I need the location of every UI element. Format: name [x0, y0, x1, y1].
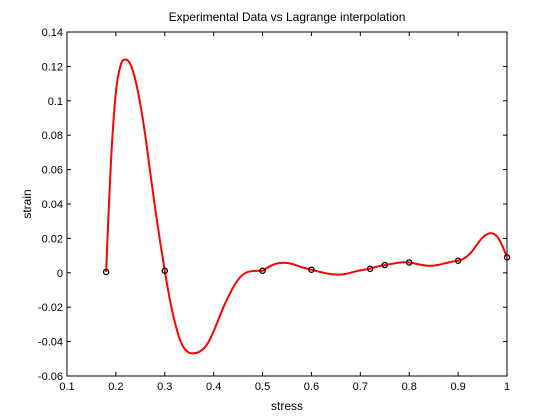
data-point — [161, 267, 169, 274]
data-point — [102, 268, 110, 276]
x-tick-label: 0.9 — [450, 381, 465, 393]
y-tick-label: -0.04 — [38, 337, 63, 349]
x-tick-label: 0.2 — [108, 381, 123, 393]
data-point — [308, 266, 315, 273]
y-tick-label: 0.14 — [42, 27, 63, 39]
plot-area — [66, 31, 508, 377]
data-point — [405, 259, 413, 266]
data-point — [259, 267, 266, 274]
y-tick-label: 0 — [57, 268, 63, 280]
y-axis-label: strain — [20, 189, 34, 218]
y-tick-label: -0.02 — [38, 302, 63, 314]
data-point — [381, 261, 389, 269]
y-tick-label: 0.1 — [48, 96, 63, 108]
data-point — [503, 254, 511, 261]
x-tick-label: 0.3 — [157, 381, 172, 393]
y-tick-label: -0.06 — [38, 371, 63, 383]
y-tick-label: 0.08 — [42, 130, 63, 142]
x-axis-ticks: 0.1 0.2 0.3 0.4 0.5 0.6 0.7 0.8 0.9 1 — [59, 32, 510, 393]
x-tick-label: 0.7 — [353, 381, 368, 393]
chart-title: Experimental Data vs Lagrange interpolat… — [169, 10, 406, 24]
data-point — [366, 265, 374, 273]
x-tick-label: 0.5 — [255, 381, 270, 393]
x-tick-label: 0.6 — [304, 381, 319, 393]
y-axis-ticks: -0.06 -0.04 -0.02 0 0.02 0.04 0.06 0.08 0.1 0.12 0… — [38, 27, 507, 383]
x-tick-label: 0.1 — [59, 381, 74, 393]
series-layer — [102, 58, 511, 355]
x-tick-label: 1 — [504, 381, 510, 393]
y-tick-label: 0.04 — [42, 199, 63, 211]
x-tick-label: 0.8 — [402, 381, 417, 393]
x-axis-label: stress — [271, 399, 303, 413]
y-tick-label: 0.02 — [42, 233, 63, 245]
x-tick-label: 0.4 — [206, 381, 221, 393]
y-tick-label: 0.12 — [42, 61, 63, 73]
y-tick-label: 0.06 — [42, 165, 63, 177]
data-point — [454, 257, 462, 265]
interpolation-line — [105, 58, 508, 355]
